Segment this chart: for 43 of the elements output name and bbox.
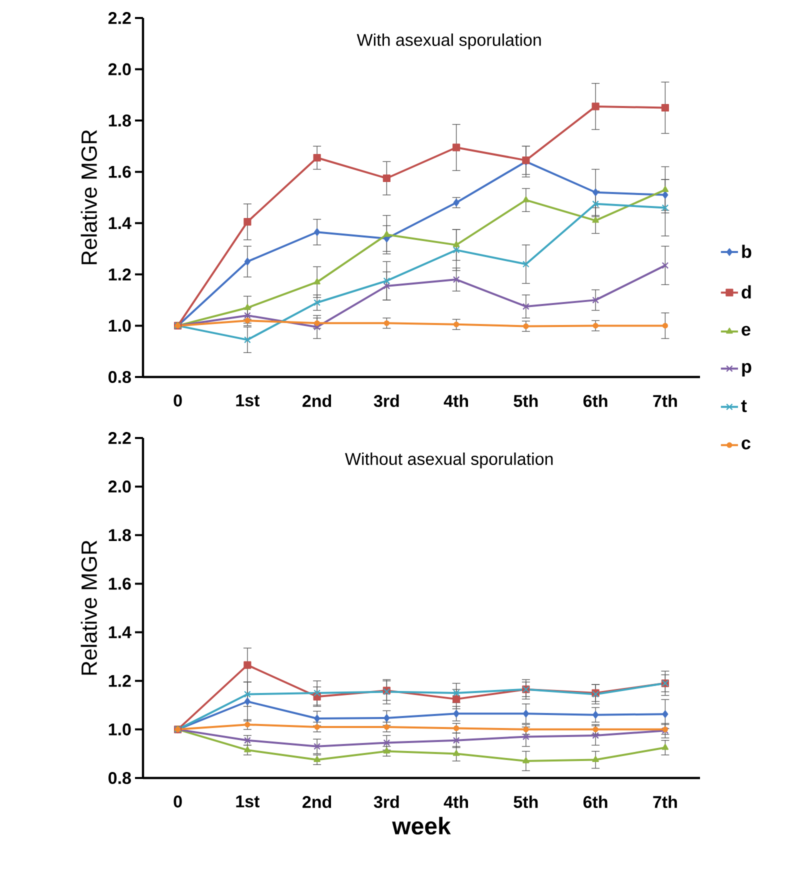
x-tick-label: 5th — [514, 394, 538, 408]
x-tick-label: 4th — [444, 796, 468, 808]
x-axis-title: week — [392, 816, 451, 835]
x-tick-label: 2nd — [302, 796, 332, 808]
y-tick-label: 2.2 — [108, 12, 131, 24]
x-tick-label: 3rd — [374, 796, 399, 808]
y-tick-label: 1.4 — [108, 217, 132, 229]
y-tick-label: 1.8 — [108, 529, 131, 542]
x-tick-label: 0 — [174, 796, 182, 808]
x-tick-label: 4th — [444, 394, 468, 407]
x-tick-label: 6th — [583, 394, 608, 408]
x-tick-label: 6th — [583, 796, 608, 808]
y-tick-label: 2.0 — [108, 63, 131, 76]
x-tick-label: 7th — [653, 796, 677, 808]
x-tick-label: 0 — [174, 394, 182, 407]
x-tick-label: 7th — [653, 394, 677, 407]
legend-label: t — [741, 400, 747, 412]
x-tick-label: 5th — [514, 796, 538, 808]
text: With asexual sporulation — [356, 33, 541, 50]
y-tick-label: 1.0 — [108, 320, 131, 332]
x-tick-label: 1st — [236, 394, 260, 406]
y-tick-label: 1.2 — [108, 674, 131, 687]
y-axis-title: Relative MGR — [80, 130, 97, 264]
legend-label: e — [742, 326, 750, 336]
y-tick-label: 1.0 — [108, 723, 131, 736]
y-tick-label: 1.6 — [108, 578, 131, 590]
y-tick-label: 0.8 — [108, 370, 131, 384]
legend-label: p — [742, 363, 752, 376]
legend-label: c — [742, 439, 750, 450]
text: Without asexual sporulation — [345, 452, 553, 468]
y-tick-label: 1.2 — [108, 268, 131, 280]
y-tick-label: 0.8 — [108, 772, 131, 784]
legend-label: b — [742, 244, 752, 258]
y-tick-label: 2.0 — [108, 480, 131, 493]
x-tick-label: 3rd — [374, 394, 399, 408]
y-tick-label: 1.8 — [108, 114, 131, 127]
y-tick-label: 1.4 — [108, 626, 132, 638]
x-tick-label: 1st — [236, 796, 260, 808]
x-tick-label: 2nd — [302, 394, 332, 408]
y-axis-title: Relative MGR — [80, 540, 97, 675]
y-tick-label: 2.2 — [108, 432, 131, 444]
legend-label: d — [742, 285, 751, 299]
y-tick-label: 1.6 — [108, 166, 131, 178]
